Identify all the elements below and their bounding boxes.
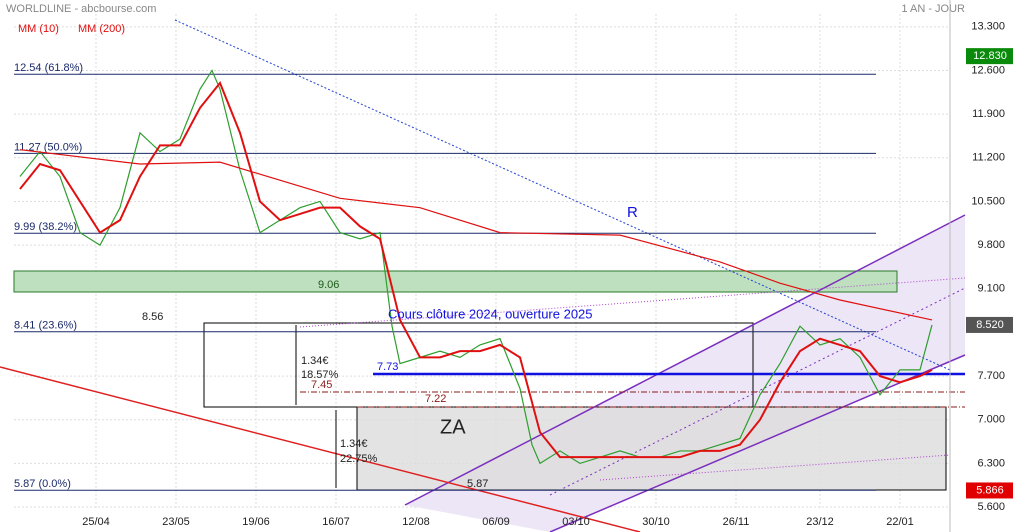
resistance-r <box>174 19 951 371</box>
annotation: 1.34€ <box>301 355 329 367</box>
level-label: 12.54 (61.8%) <box>14 62 83 74</box>
series-line <box>19 149 933 321</box>
x-tick-label: 16/07 <box>322 516 350 528</box>
level-label: 11.27 (50.0%) <box>14 141 82 153</box>
channel-mid <box>549 287 966 496</box>
y-tick-label: 5.600 <box>977 501 1005 513</box>
level-label: 8.41 (23.6%) <box>14 320 77 332</box>
annotation: 1.34€ <box>340 438 368 450</box>
annotation: 18.57% <box>301 369 339 381</box>
x-tick-label: 12/08 <box>402 516 430 528</box>
price-tag-label: 5.866 <box>976 484 1004 496</box>
annotation: R <box>627 204 638 221</box>
x-tick-label: 06/09 <box>482 516 510 528</box>
price-tag-label: 12.830 <box>973 50 1007 62</box>
y-tick-label: 12.600 <box>971 64 1005 76</box>
y-tick-label: 9.800 <box>977 239 1005 251</box>
level-label: 9.99 (38.2%) <box>14 221 77 233</box>
legend-entry: MM (200) <box>78 23 125 35</box>
support-line <box>0 366 641 532</box>
annotation: ZA <box>440 416 466 438</box>
series-line <box>19 80 933 459</box>
x-tick-label: 25/04 <box>82 516 110 528</box>
y-tick-label: 11.200 <box>972 152 1005 164</box>
series <box>19 69 933 465</box>
annotation: 22.75% <box>340 453 378 465</box>
y-tick-label: 7.700 <box>977 370 1005 382</box>
dotted-line <box>299 277 966 328</box>
price-tag-label: 8.520 <box>976 319 1004 331</box>
x-tick-label: 23/12 <box>806 516 834 528</box>
levels: 12.54 (61.8%) 11.27 (50.0%) 9.99 (38.2%) 8.… <box>14 62 876 491</box>
y-tick-label: 10.500 <box>971 195 1005 207</box>
header-period: 1 AN - JOUR <box>901 3 965 15</box>
annotation: 8.56 <box>142 311 163 323</box>
price-tag <box>966 316 1013 333</box>
annotation: 9.06 <box>318 279 339 291</box>
y-tick-label: 6.300 <box>977 457 1005 469</box>
x-tick-label: 03/10 <box>562 516 590 528</box>
channel-top <box>404 214 966 506</box>
x-tick-label: 19/06 <box>242 516 270 528</box>
annotation: 5.87 <box>467 478 488 490</box>
annotation: 7.22 <box>425 393 446 405</box>
x-tick-label: 30/10 <box>642 516 670 528</box>
channel-bottom <box>549 354 966 532</box>
x-tick-label: 23/05 <box>162 516 190 528</box>
price-tag <box>966 482 1013 499</box>
x-tick-label: 26/11 <box>723 516 750 528</box>
y-tick-label: 7.000 <box>977 414 1005 426</box>
header-title: WORLDLINE - abcbourse.com <box>6 3 156 15</box>
zone-906 <box>13 270 898 293</box>
price-tag <box>966 48 1013 65</box>
annotation: 7.45 <box>311 379 332 391</box>
y-tick-label: 13.300 <box>971 21 1005 33</box>
y-tick-label: 9.100 <box>977 283 1005 295</box>
annotation: Cours clôture 2024, ouverture 2025 <box>388 306 593 321</box>
x-tick-label: 22/01 <box>886 516 914 528</box>
legend-entry: MM (10) <box>18 23 59 35</box>
axis-labels: 25/04 23/05 19/06 16/07 12/08 06/09 03/10 30/10… <box>18 21 1013 528</box>
y-tick-label: 11.900 <box>972 108 1005 120</box>
annotation: 7.73 <box>377 361 398 373</box>
level-label: 5.87 (0.0%) <box>14 478 71 490</box>
